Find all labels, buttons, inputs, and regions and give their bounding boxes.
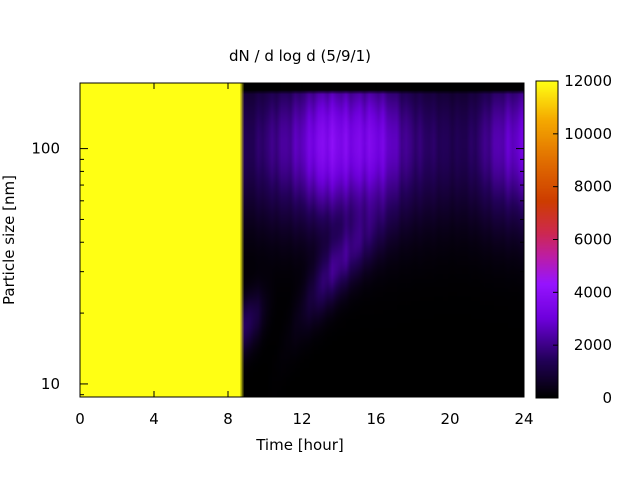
x-tick-label: 4 bbox=[149, 410, 159, 428]
colorbar-tick-label: 8000 bbox=[574, 178, 612, 196]
x-tick-label: 24 bbox=[514, 410, 533, 428]
x-tick-label: 20 bbox=[440, 410, 459, 428]
y-axis: 10 100 bbox=[31, 140, 524, 396]
x-axis: 0 4 8 12 16 20 24 bbox=[75, 83, 534, 428]
colorbar-gradient bbox=[536, 81, 558, 398]
colorbar-tick-label: 2000 bbox=[574, 336, 612, 354]
colorbar-tick-label: 4000 bbox=[574, 283, 612, 301]
colorbar-axis: 0 2000 4000 6000 8000 10000 12000 bbox=[553, 72, 612, 407]
y-tick-label: 100 bbox=[31, 140, 60, 158]
x-tick-label: 12 bbox=[292, 410, 311, 428]
colorbar-tick-label: 10000 bbox=[564, 125, 612, 143]
colorbar-tick-label: 6000 bbox=[574, 231, 612, 249]
x-tick-label: 0 bbox=[75, 410, 85, 428]
y-axis-label: Particle size [nm] bbox=[0, 175, 18, 305]
x-tick-label: 16 bbox=[366, 410, 385, 428]
y-tick-label: 10 bbox=[41, 375, 60, 393]
x-axis-label: Time [hour] bbox=[255, 436, 344, 454]
colorbar-tick-label: 0 bbox=[602, 389, 612, 407]
colorbar-tick-label: 12000 bbox=[564, 72, 612, 90]
chart-title: dN / d log d (5/9/1) bbox=[229, 47, 371, 65]
heatmap-image bbox=[80, 83, 524, 397]
x-tick-label: 8 bbox=[223, 410, 233, 428]
